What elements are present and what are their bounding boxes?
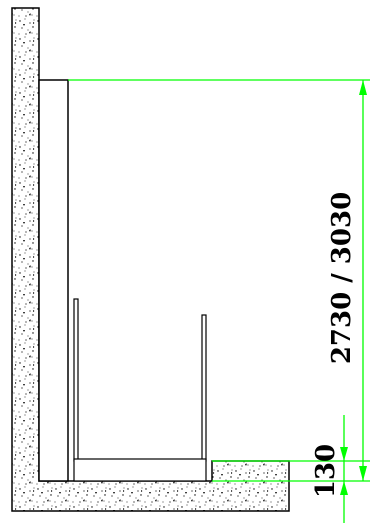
dim-arrow-top <box>359 80 367 95</box>
wall-lining-panel <box>38 79 69 482</box>
fixture-left-panel <box>73 298 79 462</box>
dim-arrow-base-bottom <box>340 481 348 495</box>
dim-arrow-base-top <box>340 447 348 461</box>
fixture-right-panel <box>201 314 207 462</box>
fixture-base <box>73 458 207 482</box>
dim-label-overall: 2730 / 3030 <box>327 192 357 364</box>
dim-label-base: 130 <box>311 444 341 498</box>
dim-arrow-bottom <box>359 466 367 481</box>
